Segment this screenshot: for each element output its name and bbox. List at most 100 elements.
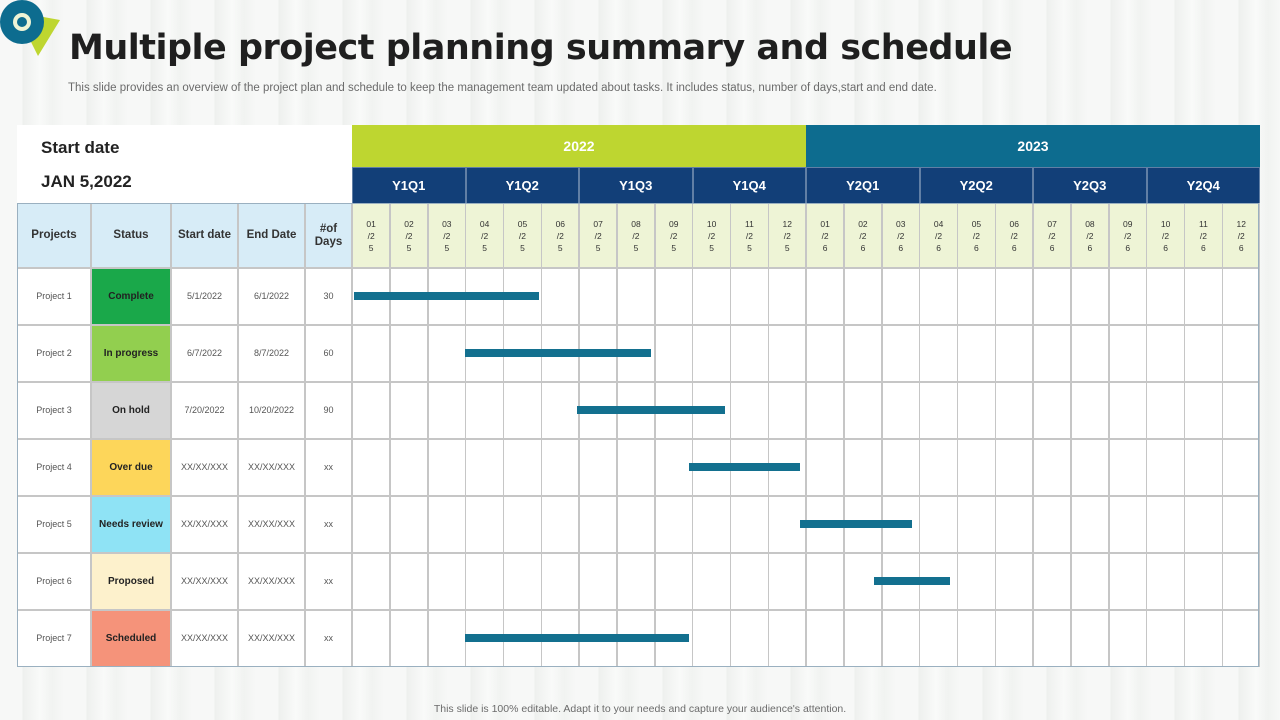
month-header: 06 /2 5 <box>541 203 580 268</box>
month-header: 10 /2 5 <box>692 203 731 268</box>
project-name: Project 4 <box>17 439 91 496</box>
timeline-cell <box>995 268 1034 325</box>
timeline-cell <box>465 439 504 496</box>
timeline-cell <box>805 325 845 382</box>
timeline-cell <box>352 496 391 553</box>
timeline-cell <box>503 382 542 439</box>
timeline-cell <box>843 268 883 325</box>
timeline-cell <box>805 610 845 667</box>
column-header-4: #of Days <box>305 203 352 268</box>
timeline-cell <box>1222 268 1261 325</box>
project-name: Project 5 <box>17 496 91 553</box>
timeline-cell <box>616 439 656 496</box>
timeline-cell <box>881 268 920 325</box>
timeline-cell <box>692 268 731 325</box>
timeline-cell <box>503 496 542 553</box>
year-header-2022: 2022 <box>352 125 806 167</box>
timeline-cell <box>654 496 693 553</box>
days-cell: 90 <box>305 382 352 439</box>
timeline-cell <box>541 553 580 610</box>
timeline-cell <box>352 610 391 667</box>
end-date-cell: 10/20/2022 <box>238 382 305 439</box>
timeline-cell <box>578 553 618 610</box>
timeline-cell <box>957 439 996 496</box>
status-badge: Needs review <box>91 496 171 553</box>
timeline-cell <box>957 553 996 610</box>
timeline-cell <box>654 268 693 325</box>
timeline-cell <box>692 610 731 667</box>
days-cell: xx <box>305 610 352 667</box>
timeline-cell <box>389 496 429 553</box>
gantt-bar <box>465 634 689 642</box>
timeline-cell <box>654 439 693 496</box>
days-cell: xx <box>305 553 352 610</box>
timeline-cell <box>427 439 466 496</box>
month-header: 08 /2 5 <box>616 203 656 268</box>
timeline-cell <box>1146 496 1185 553</box>
timeline-cell <box>919 439 958 496</box>
timeline-cell <box>1032 268 1072 325</box>
timeline-cell <box>616 496 656 553</box>
timeline-cell <box>692 496 731 553</box>
timeline-cell <box>541 439 580 496</box>
timeline-cell <box>1146 439 1185 496</box>
end-date-cell: XX/XX/XXX <box>238 610 305 667</box>
timeline-cell <box>995 439 1034 496</box>
gantt-bar <box>465 349 651 357</box>
month-header: 09 /2 5 <box>654 203 693 268</box>
timeline-cell <box>427 610 466 667</box>
timeline-cell <box>465 553 504 610</box>
month-header: 02 /2 5 <box>389 203 429 268</box>
timeline-cell <box>389 610 429 667</box>
start-date-cell: XX/XX/XXX <box>171 610 238 667</box>
status-badge: Complete <box>91 268 171 325</box>
timeline-cell <box>1032 496 1072 553</box>
timeline-cell <box>503 553 542 610</box>
timeline-cell <box>957 496 996 553</box>
timeline-cell <box>616 553 656 610</box>
quarter-header-y2q1: Y2Q1 <box>806 167 920 204</box>
timeline-cell <box>730 382 769 439</box>
timeline-cell <box>1184 553 1223 610</box>
timeline-cell <box>578 439 618 496</box>
timeline-cell <box>1032 382 1072 439</box>
timeline-cell <box>1108 439 1147 496</box>
timeline-cell <box>1222 496 1261 553</box>
gantt-bar <box>688 463 801 471</box>
brand-logo-icon <box>0 0 60 56</box>
month-header: 07 /2 5 <box>578 203 618 268</box>
timeline-cell <box>1146 325 1185 382</box>
month-header: 01 /2 5 <box>352 203 391 268</box>
timeline-cell <box>1070 553 1110 610</box>
timeline-cell <box>730 268 769 325</box>
timeline-cell <box>465 382 504 439</box>
timeline-cell <box>1032 325 1072 382</box>
timeline-cell <box>1184 325 1223 382</box>
project-name: Project 7 <box>17 610 91 667</box>
days-cell: 30 <box>305 268 352 325</box>
timeline-cell <box>1032 610 1072 667</box>
timeline-cell <box>1070 268 1110 325</box>
timeline-cell <box>881 325 920 382</box>
timeline-cell <box>1146 610 1185 667</box>
timeline-cell <box>768 268 807 325</box>
timeline-cell <box>805 382 845 439</box>
project-name: Project 6 <box>17 553 91 610</box>
project-name: Project 2 <box>17 325 91 382</box>
timeline-cell <box>578 268 618 325</box>
month-header: 01 /2 6 <box>805 203 845 268</box>
timeline-cell <box>427 325 466 382</box>
timeline-cell <box>1108 382 1147 439</box>
end-date-cell: XX/XX/XXX <box>238 439 305 496</box>
days-cell: xx <box>305 496 352 553</box>
timeline-cell <box>919 382 958 439</box>
month-header: 11 /2 5 <box>730 203 769 268</box>
timeline-cell <box>352 553 391 610</box>
timeline-cell <box>1108 553 1147 610</box>
timeline-cell <box>730 496 769 553</box>
timeline-cell <box>1222 610 1261 667</box>
month-header: 02 /2 6 <box>843 203 883 268</box>
column-header-1: Status <box>91 203 171 268</box>
timeline-cell <box>1184 439 1223 496</box>
month-header: 12 /2 6 <box>1222 203 1261 268</box>
